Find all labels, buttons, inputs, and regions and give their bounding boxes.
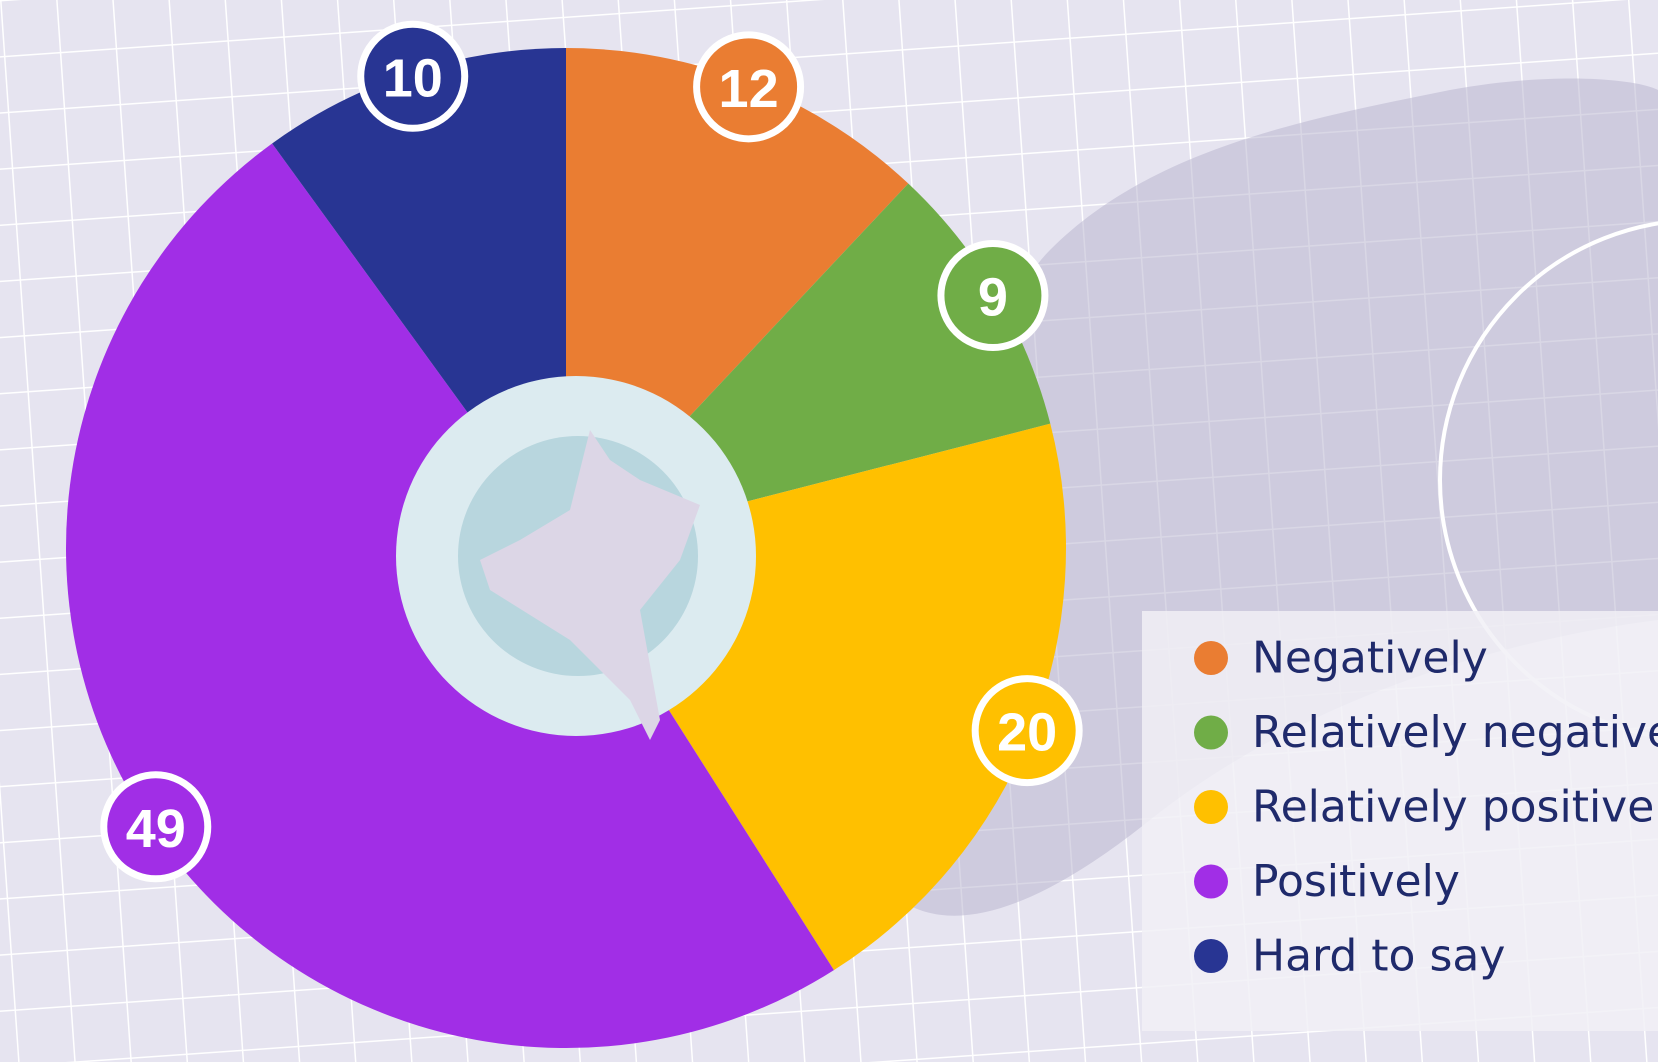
legend-label: Negatively xyxy=(1252,633,1488,684)
center-emblem xyxy=(396,376,756,740)
dove xyxy=(480,430,700,740)
legend-box xyxy=(1142,611,1658,1031)
legend-label: Positively xyxy=(1252,856,1460,907)
legend-swatch xyxy=(1194,715,1228,750)
legend: Negatively Relatively negative Relatively … xyxy=(1194,633,1658,982)
value-label-badge xyxy=(971,675,1083,787)
legend-swatch xyxy=(1194,790,1228,824)
legend-label: Relatively positive xyxy=(1252,782,1654,833)
legend-swatch xyxy=(1194,864,1228,899)
value-labels: 12 9 20 49 10 xyxy=(100,20,1083,883)
value-label: 20 xyxy=(997,703,1057,763)
map-shape xyxy=(900,78,1658,916)
value-label: 10 xyxy=(383,48,443,108)
value-label: 9 xyxy=(978,268,1008,328)
value-label: 12 xyxy=(719,59,779,119)
decor-circle xyxy=(1438,221,1658,739)
value-label-badge xyxy=(937,240,1049,352)
value-label: 49 xyxy=(126,799,186,859)
legend-swatch xyxy=(1194,939,1228,973)
legend-label: Hard to say xyxy=(1252,931,1505,982)
value-label-badge xyxy=(693,31,805,143)
legend-swatch xyxy=(1194,641,1228,675)
value-label-badge xyxy=(100,771,212,883)
value-label-badge xyxy=(357,20,469,132)
legend-label: Relatively negative xyxy=(1252,707,1658,758)
